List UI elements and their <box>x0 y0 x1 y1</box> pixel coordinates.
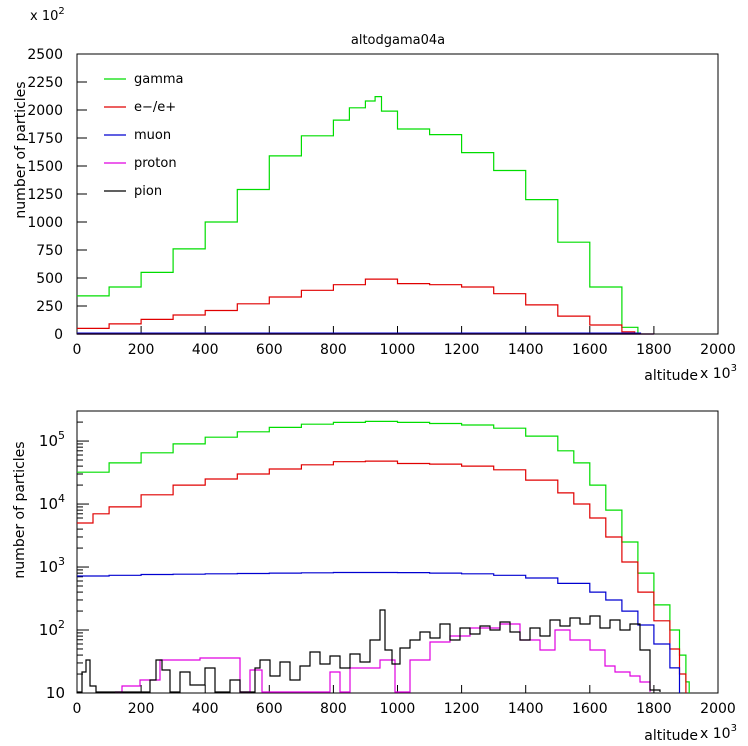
top-x-multiplier-base: x 10 <box>700 366 731 382</box>
bottom-x-tick-label: 1200 <box>444 701 480 717</box>
bottom-y-tick-label: 102 <box>39 618 65 639</box>
top-x-tick-label: 1800 <box>636 342 672 358</box>
bottom-x-tick-label: 800 <box>320 701 347 717</box>
series-pion-bottom <box>77 609 661 693</box>
bottom-y-ticks: 10 102 103 104 105 <box>39 410 89 702</box>
bottom-y-tick-label: 103 <box>39 555 65 576</box>
top-chart-title: altodgama04a <box>351 33 445 48</box>
bottom-x-tick-label: 1400 <box>508 701 544 717</box>
bottom-x-tick-label: 0 <box>73 701 82 717</box>
top-x-ticks: 0 200 400 600 800 1000 1200 1400 1600 1800 2000 <box>73 326 736 358</box>
bottom-x-tick-label: 400 <box>192 701 219 717</box>
top-y-tick-label: 2250 <box>27 75 63 91</box>
top-x-multiplier-exp: 3 <box>731 363 737 374</box>
series-proton-bottom <box>115 623 651 693</box>
bottom-y-axis-label: number of particles <box>12 441 28 578</box>
bottom-x-tick-label: 2000 <box>700 701 736 717</box>
legend: gamma e−/e+ muon proton pion <box>104 72 184 199</box>
bottom-x-tick-label: 600 <box>256 701 283 717</box>
legend-label-electron: e−/e+ <box>134 100 176 115</box>
top-y-multiplier-exp: 2 <box>58 6 64 17</box>
bottom-x-multiplier-base: x 10 <box>700 726 731 742</box>
series-gamma-bottom <box>77 420 690 693</box>
top-series-group <box>77 95 654 335</box>
top-y-tick-label: 1500 <box>27 159 63 175</box>
bottom-x-tick-label: 1800 <box>636 701 672 717</box>
legend-label-muon: muon <box>134 128 171 143</box>
top-y-multiplier: x 102 <box>30 6 65 24</box>
legend-label-pion: pion <box>134 184 162 199</box>
bottom-x-multiplier-exp: 3 <box>731 723 737 734</box>
top-y-tick-label: 1000 <box>27 215 63 231</box>
top-x-tick-label: 1000 <box>380 342 416 358</box>
series-muon-bottom <box>77 571 681 693</box>
top-x-tick-label: 1200 <box>444 342 480 358</box>
top-x-tick-label: 800 <box>320 342 347 358</box>
top-x-tick-label: 1400 <box>508 342 544 358</box>
bottom-x-tick-label: 200 <box>128 701 155 717</box>
top-y-tick-label: 750 <box>36 243 63 259</box>
top-chart: altodgama04a x 102 number of particles 0… <box>13 6 737 384</box>
bottom-series-group <box>77 420 690 693</box>
top-y-multiplier-base: x 10 <box>30 9 58 24</box>
top-x-axis-label: altitude <box>644 368 698 384</box>
top-y-ticks: 0 250 500 750 1000 1250 1500 1750 2000 2250 2500 <box>27 47 87 343</box>
top-y-tick-label: 1750 <box>27 131 63 147</box>
top-x-tick-label: 600 <box>256 342 283 358</box>
top-y-tick-label: 250 <box>36 299 63 315</box>
bottom-y-tick-label: 104 <box>39 492 65 513</box>
top-x-tick-label: 1600 <box>572 342 608 358</box>
bottom-x-axis-label: altitude <box>644 728 698 744</box>
bottom-y-tick-label: 10 <box>46 684 65 702</box>
series-gamma-top <box>77 95 639 334</box>
top-y-tick-label: 500 <box>36 271 63 287</box>
top-x-tick-label: 400 <box>192 342 219 358</box>
bottom-x-tick-label: 1600 <box>572 701 608 717</box>
top-x-tick-label: 0 <box>73 342 82 358</box>
top-y-tick-label: 0 <box>54 327 63 343</box>
legend-label-gamma: gamma <box>134 72 184 87</box>
top-x-multiplier: x 103 <box>700 363 737 382</box>
series-ee-bottom <box>77 460 687 693</box>
bottom-x-multiplier: x 103 <box>700 723 737 742</box>
top-x-tick-label: 2000 <box>700 342 736 358</box>
series-ee-top <box>77 278 636 334</box>
bottom-y-tick-label: 105 <box>39 429 65 450</box>
top-y-tick-label: 2000 <box>27 103 63 119</box>
bottom-x-tick-label: 1000 <box>380 701 416 717</box>
bottom-x-ticks: 0 200 400 600 800 1000 1200 1400 1600 1800 2000 <box>73 685 736 717</box>
top-y-axis-label: number of particles <box>13 81 29 218</box>
legend-label-proton: proton <box>134 156 177 171</box>
top-x-tick-label: 200 <box>128 342 155 358</box>
bottom-chart: number of particles 10 102 103 104 105 0 200 4… <box>12 410 737 744</box>
top-y-tick-label: 1250 <box>27 187 63 203</box>
top-y-tick-label: 2500 <box>27 47 63 63</box>
